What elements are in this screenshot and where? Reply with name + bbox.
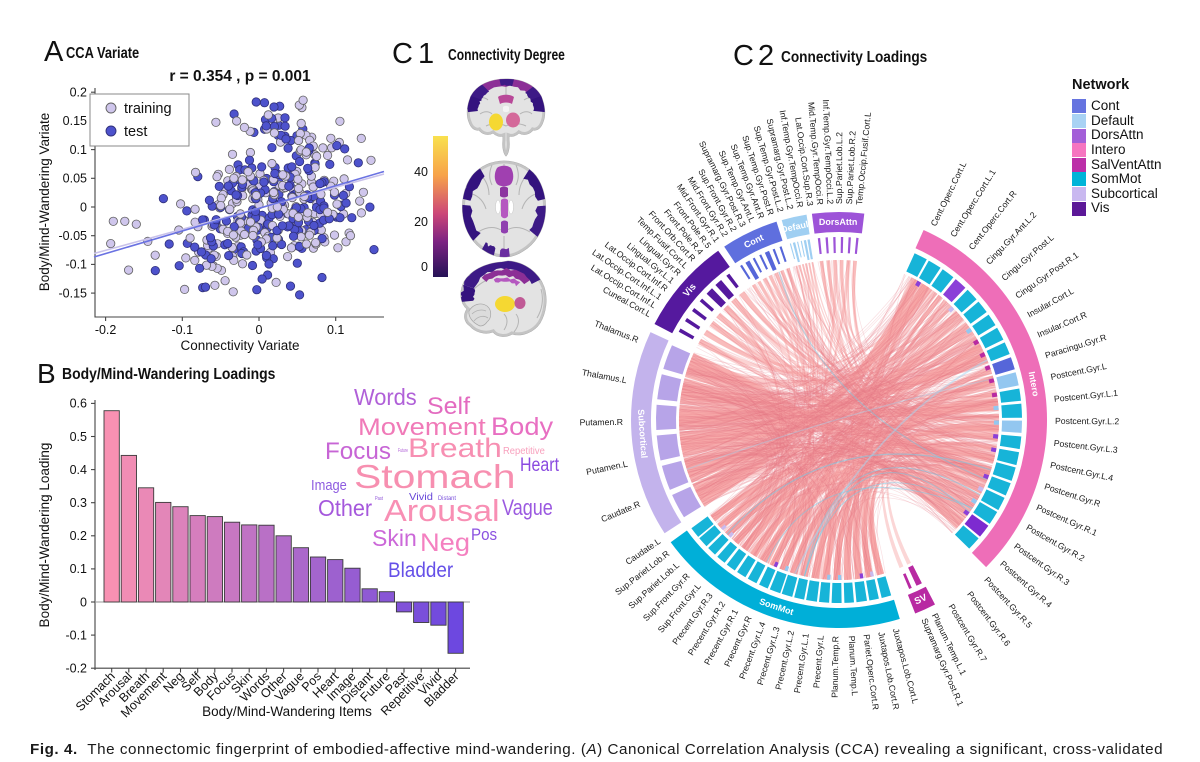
svg-text:Thalamus.R: Thalamus.R	[593, 318, 640, 344]
svg-text:Body/Mind-Wandering Variate: Body/Mind-Wandering Variate	[37, 113, 52, 292]
svg-text:0.2: 0.2	[70, 529, 87, 543]
svg-text:Insular.Cort.R: Insular.Cort.R	[1036, 310, 1089, 340]
svg-text:0.1: 0.1	[327, 323, 344, 337]
svg-text:Putamen.R: Putamen.R	[579, 417, 623, 428]
svg-text:Subcortical: Subcortical	[636, 409, 649, 459]
svg-text:-0.1: -0.1	[65, 258, 87, 272]
svg-text:Intero: Intero	[1027, 371, 1041, 398]
svg-text:-0.2: -0.2	[65, 662, 87, 676]
svg-text:DorsAttn: DorsAttn	[819, 217, 858, 227]
svg-text:Sup.Pariet.Lob.R.2: Sup.Pariet.Lob.R.2	[844, 131, 858, 205]
svg-text:0: 0	[80, 200, 87, 214]
svg-text:0.3: 0.3	[70, 496, 87, 510]
svg-text:Paracingu.Gyr.R: Paracingu.Gyr.R	[1044, 332, 1108, 360]
svg-text:SV: SV	[913, 592, 930, 608]
svg-text:0.4: 0.4	[70, 463, 87, 477]
svg-text:Temp.Occip.Fusif.Cort.L: Temp.Occip.Fusif.Cort.L	[854, 112, 873, 206]
svg-text:-0.2: -0.2	[95, 323, 117, 337]
svg-text:Postcent.Gyr.L.3: Postcent.Gyr.L.3	[1053, 438, 1118, 455]
svg-text:0: 0	[80, 595, 87, 609]
svg-text:Body/Mind-Wandering Loading: Body/Mind-Wandering Loading	[37, 443, 52, 628]
svg-text:Pariet.Operc.Cort.R: Pariet.Operc.Cort.R	[862, 634, 881, 711]
svg-text:test: test	[124, 124, 147, 140]
svg-text:0.2: 0.2	[70, 86, 87, 100]
svg-text:Sup.Pariet.Lob.L.2: Sup.Pariet.Lob.L.2	[834, 132, 844, 204]
svg-text:-0.1: -0.1	[172, 323, 194, 337]
svg-text:Precent.Gyr.L.1: Precent.Gyr.L.1	[792, 632, 811, 693]
svg-text:training: training	[124, 101, 172, 117]
svg-text:0.15: 0.15	[63, 114, 87, 128]
svg-text:Postcent.Gyr.L.2: Postcent.Gyr.L.2	[1055, 416, 1119, 426]
svg-text:Connectivity Variate: Connectivity Variate	[180, 338, 299, 353]
svg-text:0.05: 0.05	[63, 172, 87, 186]
svg-text:Caudate.R: Caudate.R	[600, 499, 642, 524]
svg-text:Postcent.Gyr.R: Postcent.Gyr.R	[1043, 481, 1102, 509]
svg-text:Postcent.Gyr.L.4: Postcent.Gyr.L.4	[1049, 460, 1114, 483]
svg-text:-0.05: -0.05	[59, 229, 88, 243]
svg-text:-0.1: -0.1	[65, 628, 87, 642]
svg-text:0.1: 0.1	[70, 143, 87, 157]
svg-text:0: 0	[256, 323, 263, 337]
svg-text:Thalamus.L: Thalamus.L	[581, 367, 628, 385]
svg-text:Putamen.L: Putamen.L	[585, 459, 628, 477]
svg-text:Body/Mind-Wandering Items: Body/Mind-Wandering Items	[202, 704, 372, 719]
svg-text:0.5: 0.5	[70, 430, 87, 444]
svg-text:Planum.Temp.R: Planum.Temp.R	[830, 636, 841, 698]
svg-text:Precent.Gyr.L: Precent.Gyr.L	[811, 635, 825, 689]
svg-text:r = 0.354 , p = 0.001: r = 0.354 , p = 0.001	[169, 68, 311, 85]
svg-text:Inf.Temp.Gyr.TempOcci.L.2: Inf.Temp.Gyr.TempOcci.L.2	[821, 99, 836, 204]
svg-text:Planum.Temp.L: Planum.Temp.L	[847, 635, 860, 696]
svg-text:Postcent.Gyr.L.1: Postcent.Gyr.L.1	[1053, 388, 1118, 404]
svg-text:0.1: 0.1	[70, 562, 87, 576]
svg-text:Postcent.Gyr.L: Postcent.Gyr.L	[1050, 361, 1108, 382]
svg-text:0.6: 0.6	[70, 397, 87, 411]
svg-text:-0.15: -0.15	[59, 286, 88, 300]
